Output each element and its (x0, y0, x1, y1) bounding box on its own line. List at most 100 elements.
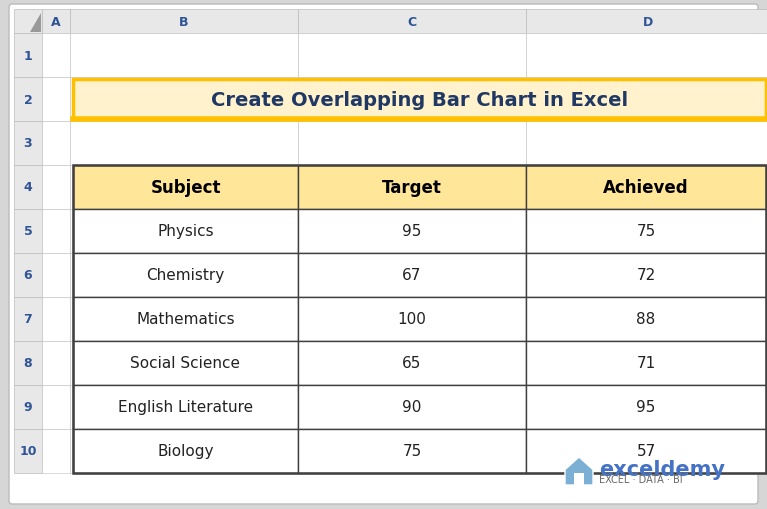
Bar (574, 473, 584, 485)
Bar (526, 297, 767, 342)
Bar (73, 80, 766, 120)
Bar (526, 342, 767, 385)
Text: 75: 75 (403, 444, 422, 459)
Bar (526, 165, 766, 210)
Text: Target: Target (382, 179, 442, 196)
Bar (298, 210, 526, 253)
Bar (14, 253, 42, 297)
Text: EXCEL · DATA · BI: EXCEL · DATA · BI (599, 474, 683, 485)
Bar (526, 342, 766, 385)
Text: 7: 7 (24, 313, 32, 326)
Text: D: D (643, 15, 653, 29)
Polygon shape (30, 14, 41, 33)
Bar (70, 429, 298, 473)
FancyBboxPatch shape (9, 5, 758, 504)
Text: 4: 4 (24, 181, 32, 194)
Bar (70, 34, 298, 78)
Text: Mathematics: Mathematics (137, 312, 235, 327)
Bar (70, 10, 298, 34)
Bar (298, 297, 526, 342)
Text: 3: 3 (24, 137, 32, 150)
Bar (70, 165, 298, 210)
Bar (526, 210, 766, 253)
Text: Social Science: Social Science (130, 356, 241, 371)
Bar (526, 253, 767, 297)
Text: B: B (179, 15, 189, 29)
Text: 8: 8 (24, 357, 32, 370)
Bar (14, 210, 42, 253)
Bar (73, 210, 298, 253)
Text: 65: 65 (403, 356, 422, 371)
Bar (73, 253, 298, 297)
Bar (526, 210, 767, 253)
Text: 10: 10 (19, 445, 37, 458)
Bar (73, 385, 298, 429)
Bar (526, 122, 767, 165)
Bar (73, 297, 298, 342)
Bar (70, 253, 298, 297)
Bar (526, 429, 767, 473)
Bar (42, 78, 70, 122)
Bar (42, 429, 70, 473)
Bar (70, 385, 298, 429)
Text: 90: 90 (403, 400, 422, 415)
Bar (526, 253, 766, 297)
Text: Chemistry: Chemistry (146, 268, 225, 283)
Polygon shape (565, 457, 593, 485)
Bar (14, 297, 42, 342)
Bar (42, 342, 70, 385)
Text: 9: 9 (24, 401, 32, 414)
Text: English Literature: English Literature (118, 400, 253, 415)
Bar (298, 342, 526, 385)
Bar (70, 78, 298, 122)
Text: 100: 100 (397, 312, 426, 327)
Text: 88: 88 (637, 312, 656, 327)
Bar (298, 385, 526, 429)
Bar (298, 122, 526, 165)
Bar (526, 297, 766, 342)
Text: 2: 2 (24, 93, 32, 106)
Bar (42, 34, 70, 78)
Bar (70, 210, 298, 253)
Text: Subject: Subject (150, 179, 221, 196)
Text: 67: 67 (403, 268, 422, 283)
Bar (73, 165, 298, 210)
Text: 75: 75 (637, 224, 656, 239)
Bar (298, 210, 526, 253)
Bar (42, 10, 70, 34)
Text: A: A (51, 15, 61, 29)
Bar (14, 385, 42, 429)
Text: 5: 5 (24, 225, 32, 238)
Bar (526, 10, 767, 34)
Bar (526, 165, 767, 210)
Bar (526, 385, 766, 429)
Text: Achieved: Achieved (603, 179, 689, 196)
Text: exceldemy: exceldemy (599, 459, 725, 479)
Bar (526, 78, 767, 122)
Bar (14, 10, 42, 34)
Bar (526, 34, 767, 78)
Bar (70, 122, 298, 165)
Text: 57: 57 (637, 444, 656, 459)
Text: 1: 1 (24, 49, 32, 63)
Bar (298, 165, 526, 210)
Bar (14, 429, 42, 473)
Text: 71: 71 (637, 356, 656, 371)
Bar (42, 253, 70, 297)
Text: 72: 72 (637, 268, 656, 283)
Bar (42, 165, 70, 210)
Text: Biology: Biology (157, 444, 214, 459)
Bar (298, 429, 526, 473)
Bar (70, 342, 298, 385)
Bar (42, 210, 70, 253)
Bar (14, 122, 42, 165)
Bar (42, 385, 70, 429)
Bar (298, 385, 526, 429)
Bar (73, 342, 298, 385)
Bar (526, 429, 766, 473)
Bar (298, 297, 526, 342)
Text: 95: 95 (403, 224, 422, 239)
Bar (298, 253, 526, 297)
Bar (73, 165, 766, 473)
Bar (298, 10, 526, 34)
